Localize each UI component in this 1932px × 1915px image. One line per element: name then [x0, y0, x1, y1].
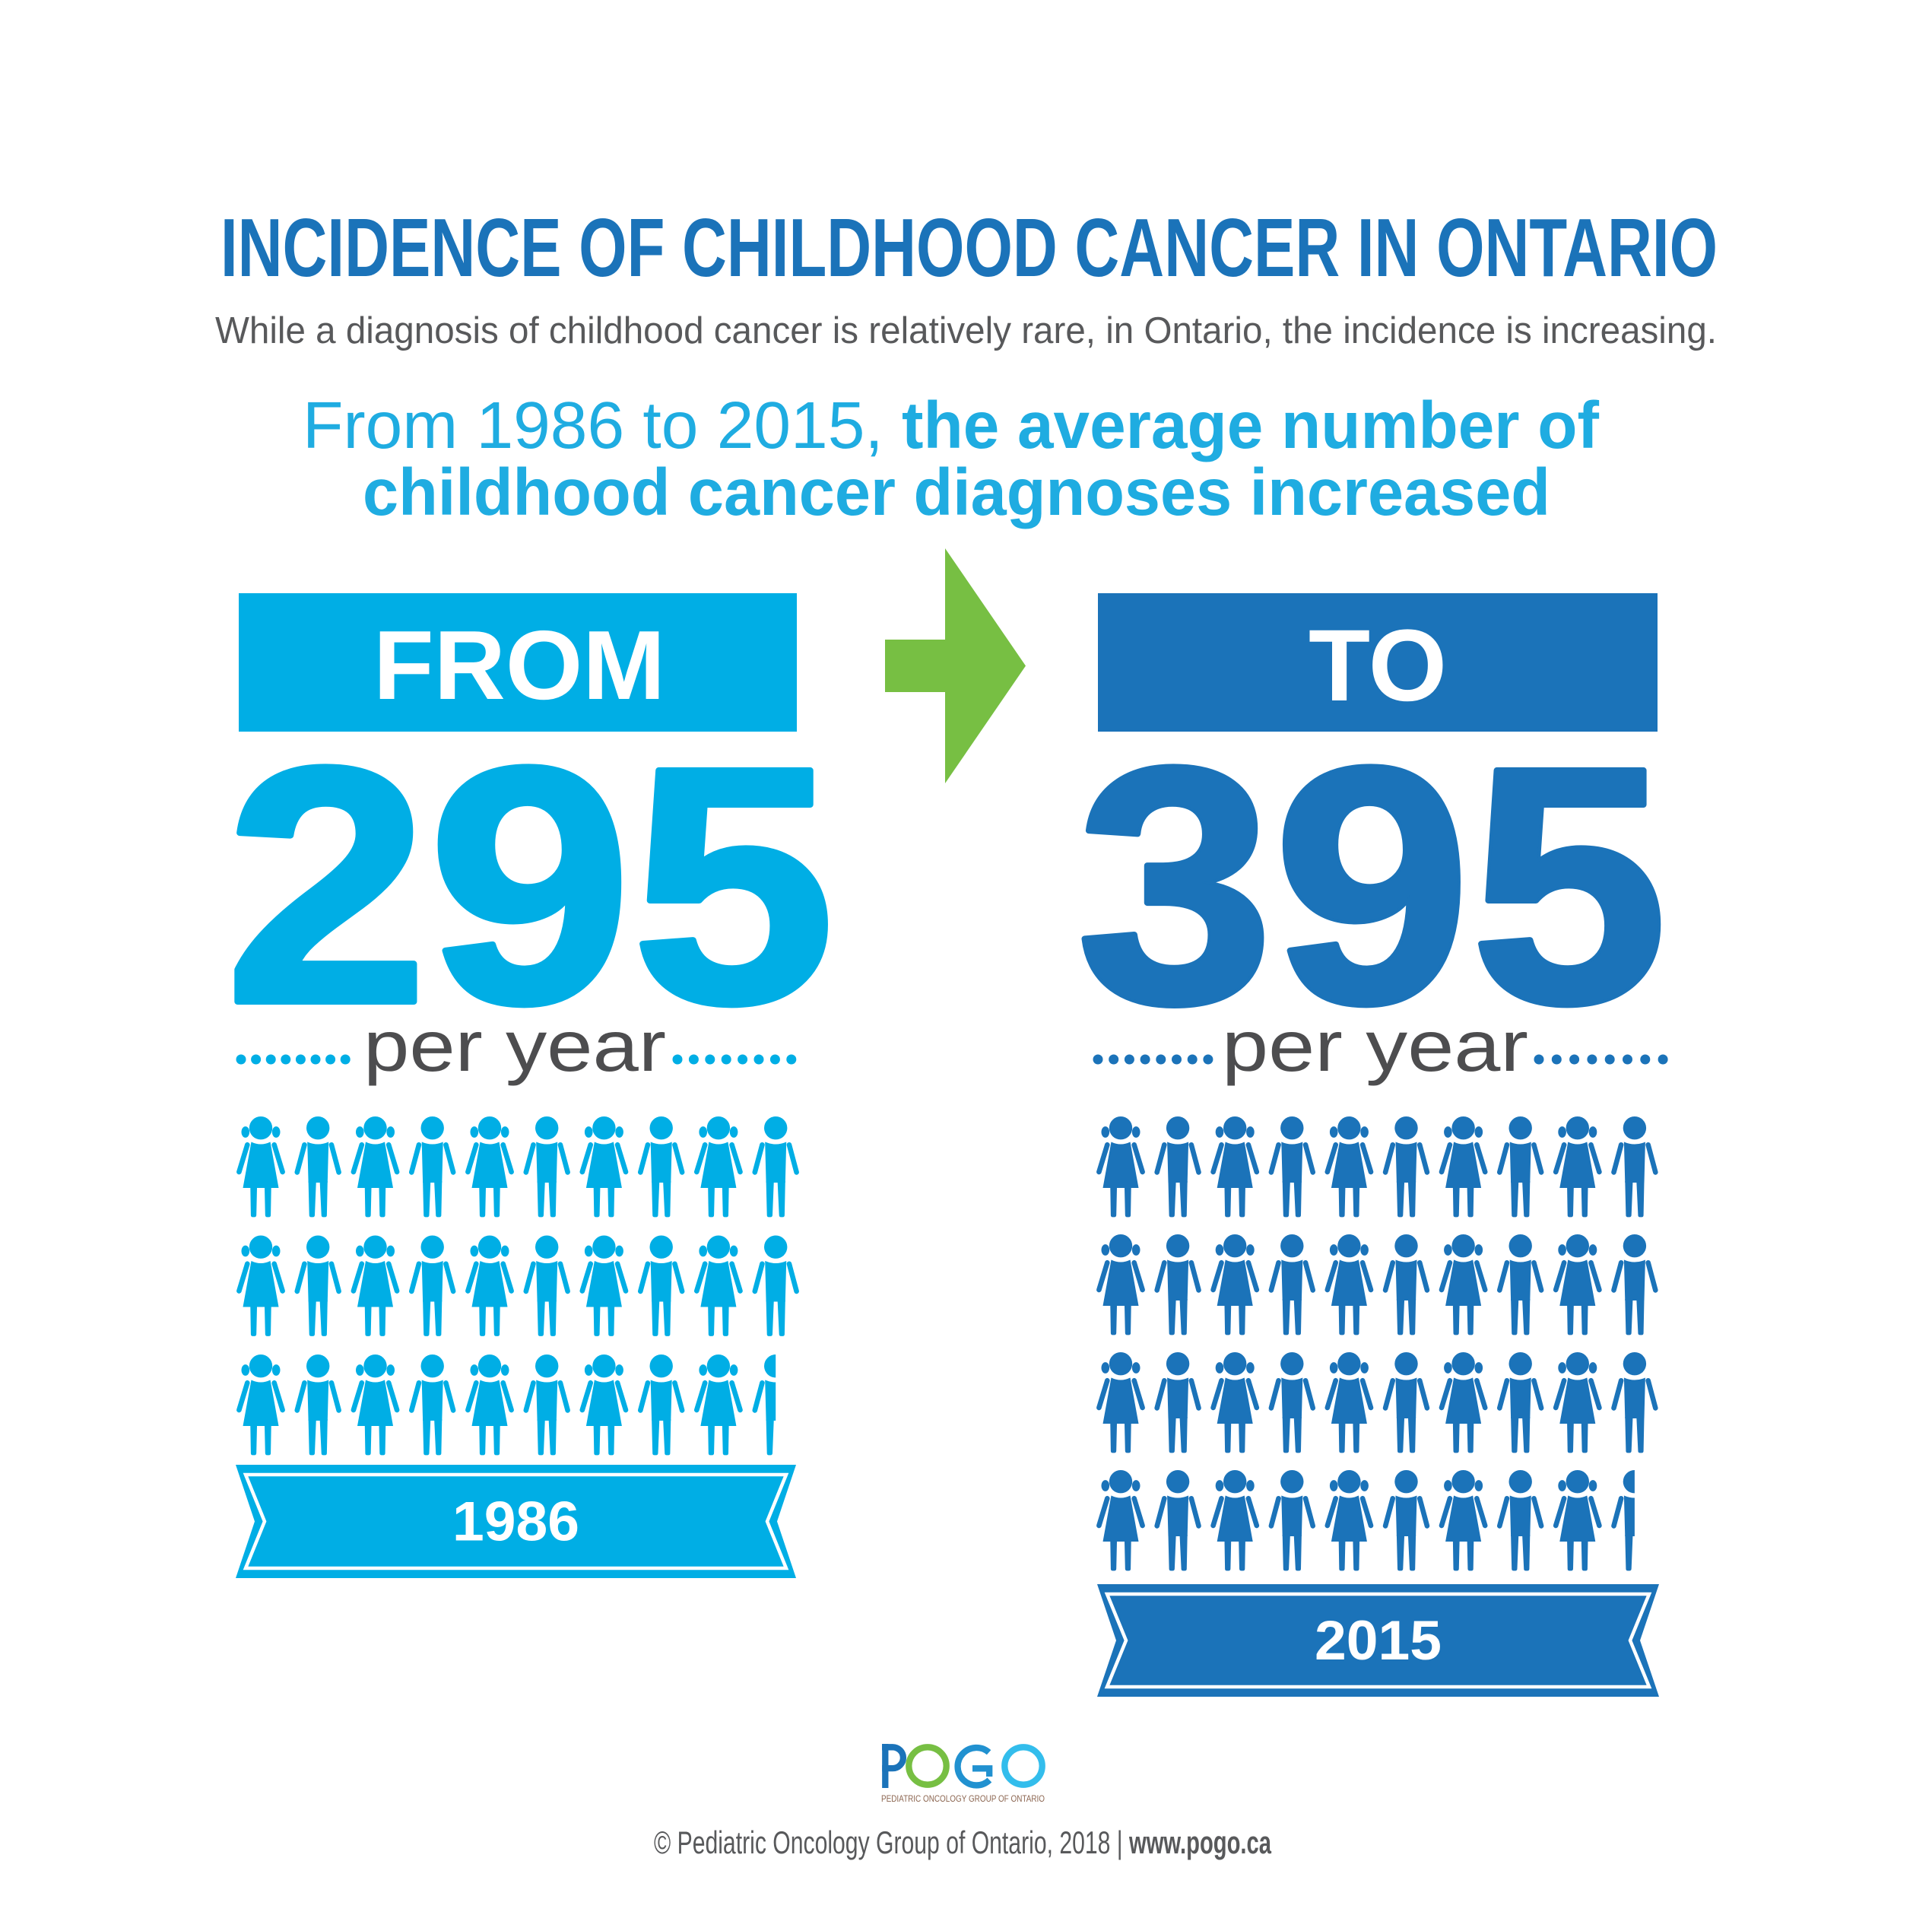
- svg-text:FROM: FROM: [373, 611, 665, 720]
- svg-text:While a diagnosis of childhood: While a diagnosis of childhood cancer is…: [215, 310, 1717, 351]
- svg-text:2015: 2015: [1315, 1610, 1442, 1672]
- svg-text:TO: TO: [1309, 609, 1447, 722]
- svg-text:PEDIATRIC ONCOLOGY GROUP OF ON: PEDIATRIC ONCOLOGY GROUP OF ONTARIO: [881, 1794, 1045, 1804]
- svg-text:childhood cancer diagnoses inc: childhood cancer diagnoses increased: [363, 456, 1550, 529]
- svg-text:1986: 1986: [452, 1491, 579, 1553]
- svg-text:per year: per year: [1222, 1006, 1528, 1087]
- svg-text:395: 395: [1077, 697, 1667, 1073]
- svg-text:© Pediatric Oncology Group of: © Pediatric Oncology Group of Ontario, 2…: [654, 1824, 1129, 1860]
- svg-text:www.pogo.ca: www.pogo.ca: [1128, 1824, 1271, 1860]
- svg-text:295: 295: [225, 697, 835, 1073]
- svg-text:INCIDENCE OF CHILDHOOD CANCER: INCIDENCE OF CHILDHOOD CANCER IN ONTARIO: [220, 202, 1718, 294]
- svg-text:the average number of: the average number of: [902, 389, 1600, 462]
- svg-text:From 1986 to 2015,: From 1986 to 2015,: [303, 389, 902, 462]
- svg-text:per year: per year: [363, 1006, 666, 1087]
